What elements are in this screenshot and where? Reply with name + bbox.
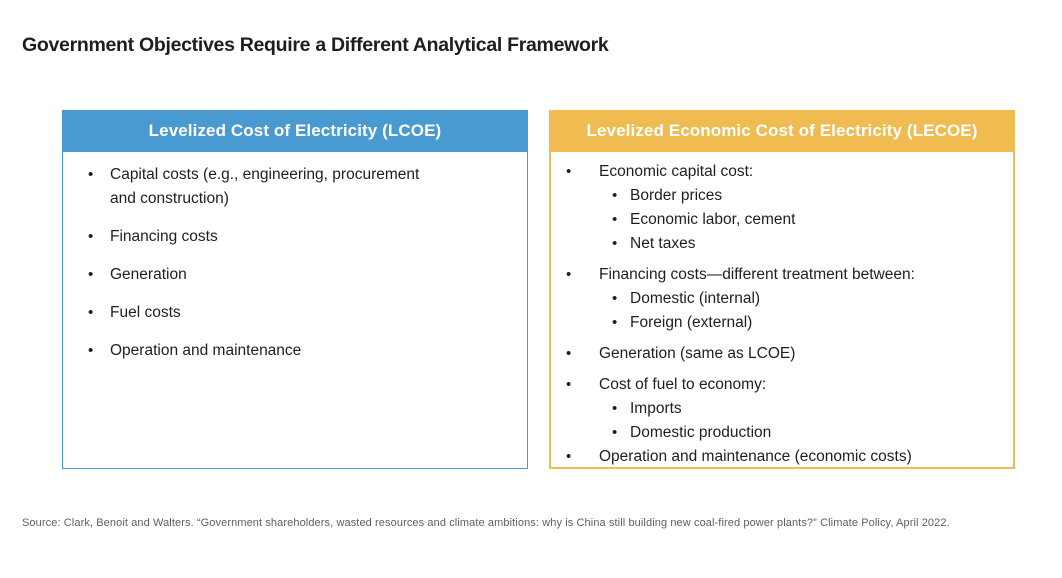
bullet-icon: • — [612, 400, 618, 417]
bullet-icon: • — [88, 166, 94, 183]
lecoe-bullet-list: • Economic capital cost: • Border prices • Ec… — [551, 153, 1013, 467]
list-item-text: Domestic production — [630, 424, 772, 441]
lcoe-box-header: Levelized Cost of Electricity (LCOE) — [62, 110, 528, 152]
bullet-icon: • — [612, 314, 618, 331]
list-item-text: Capital costs (e.g., engineering, procur… — [110, 166, 420, 207]
list-item-text: Operation and maintenance — [110, 342, 302, 359]
bullet-icon: • — [612, 424, 618, 441]
list-item: • Operation and maintenance — [88, 339, 527, 363]
list-item: • Economic capital cost: — [566, 160, 1013, 184]
bullet-icon: • — [88, 228, 94, 245]
list-item: • Capital costs (e.g., engineering, procu… — [88, 163, 527, 211]
source-citation: Source: Clark, Benoit and Walters. “Gove… — [22, 517, 950, 529]
list-item-text: Financing costs—different treatment betw… — [599, 266, 915, 283]
list-item: • Domestic production — [612, 421, 1013, 445]
list-item-text: Financing costs — [110, 228, 218, 245]
list-item: • Generation — [88, 263, 527, 287]
list-item: • Fuel costs — [88, 301, 527, 325]
list-item-text: Net taxes — [630, 235, 696, 252]
list-item-text: Foreign (external) — [630, 314, 753, 331]
bullet-icon: • — [566, 266, 572, 283]
list-item: • Financing costs — [88, 225, 527, 249]
bullet-icon: • — [612, 211, 618, 228]
lcoe-box: Levelized Cost of Electricity (LCOE) • Ca… — [62, 110, 528, 469]
bullet-icon: • — [566, 448, 572, 465]
list-item: • Domestic (internal) — [612, 287, 1013, 311]
list-item: • Foreign (external) — [612, 311, 1013, 335]
bullet-icon: • — [566, 345, 572, 362]
list-item-text: Imports — [630, 400, 682, 417]
list-item-text: Operation and maintenance (economic cost… — [599, 448, 912, 465]
lcoe-bullet-list: • Capital costs (e.g., engineering, procu… — [63, 152, 527, 468]
list-item-text: Generation (same as LCOE) — [599, 345, 796, 362]
list-item-text: Border prices — [630, 187, 723, 204]
lecoe-box: Levelized Economic Cost of Electricity (… — [549, 110, 1015, 469]
bullet-icon: • — [88, 266, 94, 283]
list-item: • Financing costs—different treatment bet… — [566, 263, 1013, 287]
bullet-icon: • — [88, 342, 94, 359]
bullet-icon: • — [612, 290, 618, 307]
lecoe-box-header: Levelized Economic Cost of Electricity (… — [549, 110, 1015, 152]
list-item-text: Domestic (internal) — [630, 290, 761, 307]
page-title: Government Objectives Require a Differen… — [22, 34, 609, 56]
list-item-text: Generation — [110, 266, 187, 283]
list-item-text: Economic labor, cement — [630, 211, 796, 228]
list-item-text: Cost of fuel to economy: — [599, 376, 767, 393]
list-item: • Generation (same as LCOE) — [566, 342, 1013, 366]
list-item: • Border prices — [612, 184, 1013, 208]
bullet-icon: • — [566, 163, 572, 180]
list-item: • Cost of fuel to economy: — [566, 373, 1013, 397]
list-item: • Imports — [612, 397, 1013, 421]
list-item: • Operation and maintenance (economic cos… — [566, 445, 1013, 467]
bullet-icon: • — [566, 376, 572, 393]
bullet-icon: • — [88, 304, 94, 321]
list-item-text: Economic capital cost: — [599, 163, 754, 180]
list-item: • Economic labor, cement — [612, 208, 1013, 232]
bullet-icon: • — [612, 187, 618, 204]
bullet-icon: • — [612, 235, 618, 252]
list-item-text: Fuel costs — [110, 304, 181, 321]
list-item: • Net taxes — [612, 232, 1013, 256]
